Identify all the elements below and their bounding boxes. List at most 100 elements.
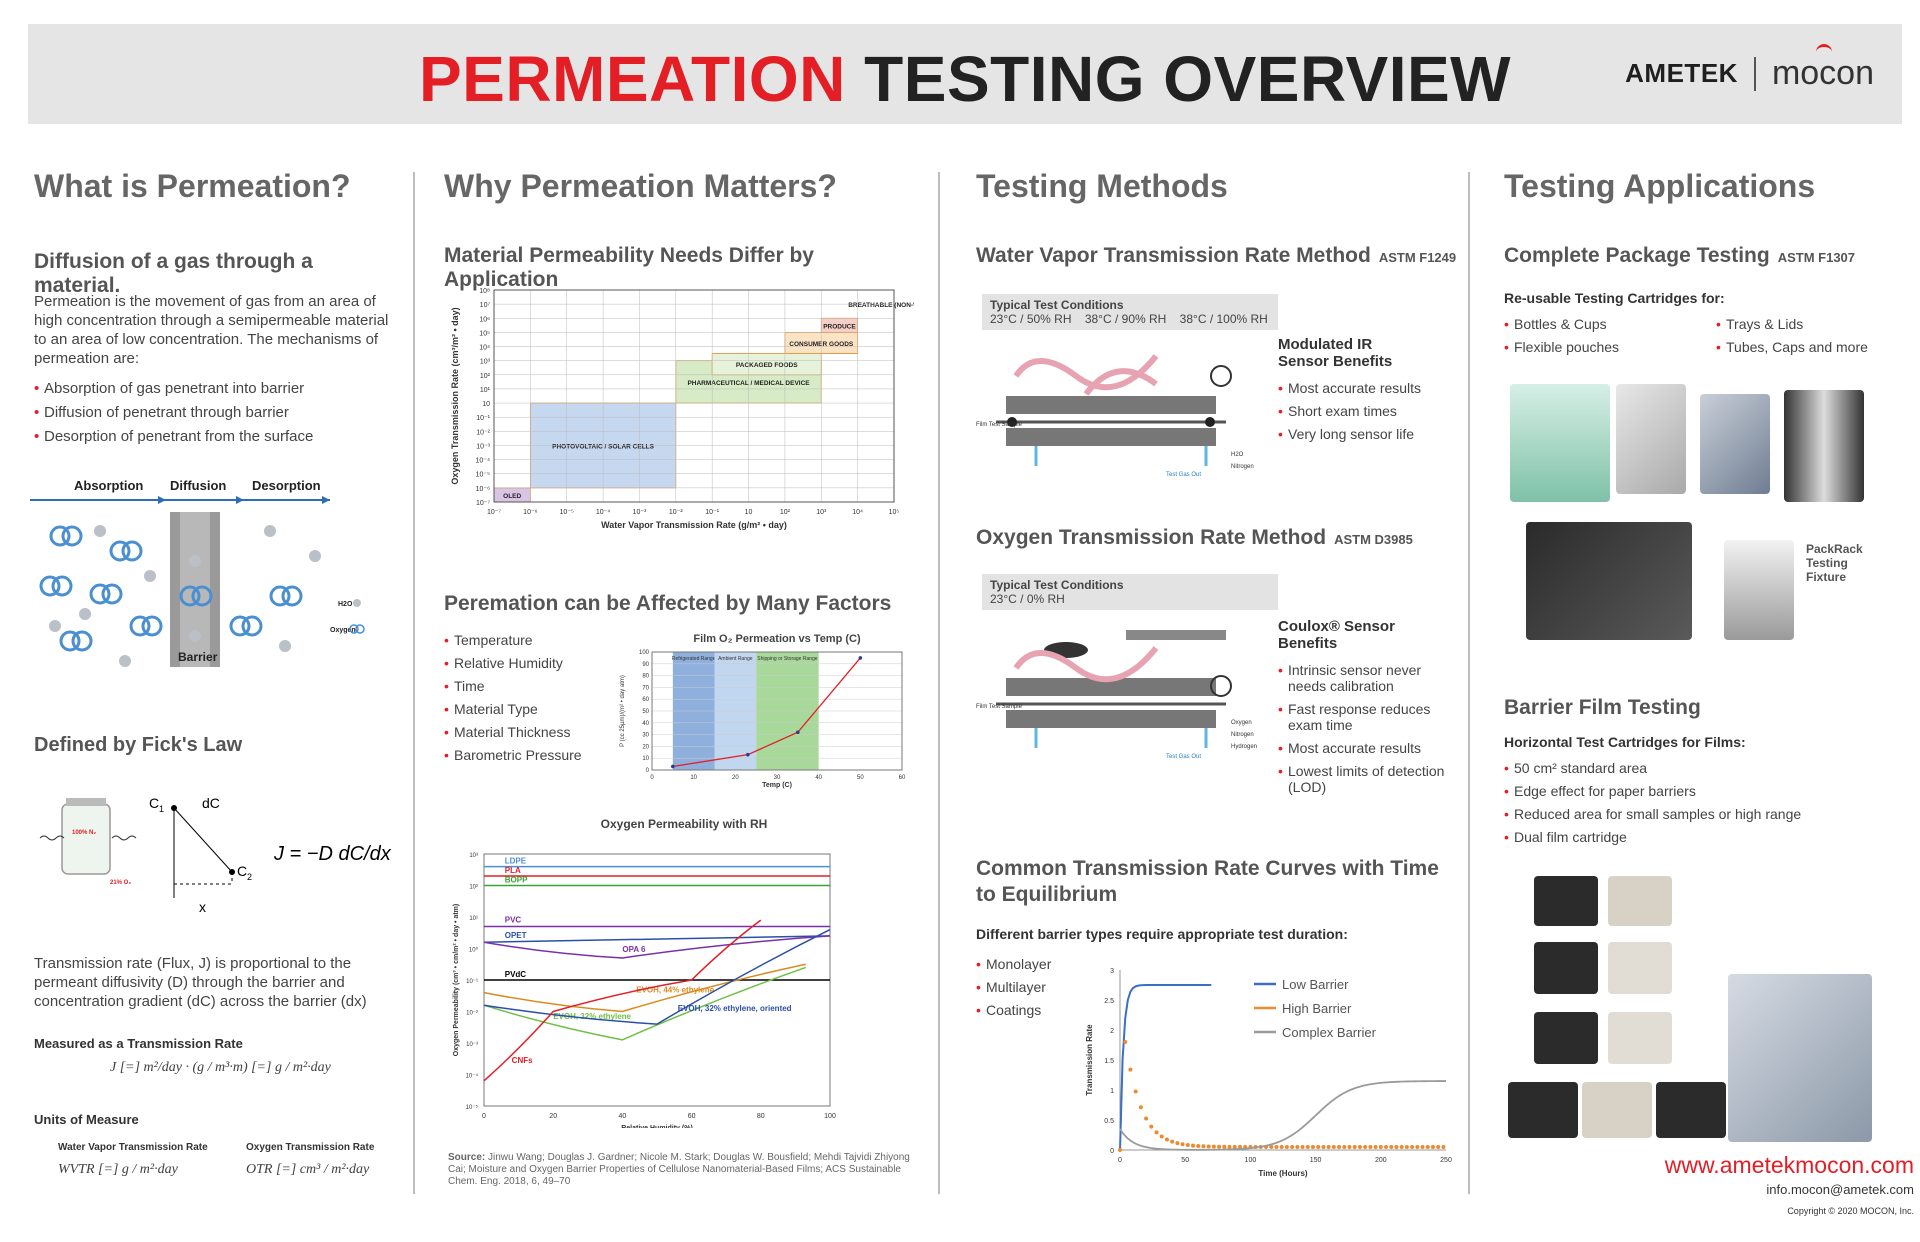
otr-unit-eq: OTR [=] cm³ / m²·day [246,1162,370,1177]
series-line [483,966,807,1041]
packrack-label: PackRack Testing Fixture [1806,542,1863,584]
barrier-types-list: Monolayer Multilayer Coatings [976,956,1051,1025]
x-tick-label: 10⁻⁵ [560,509,574,516]
high-barrier-point [1310,1144,1315,1149]
diffusion-diagram: Absorption Diffusion Desorption Barrier … [30,478,365,667]
curves-subtitle: Different barrier types require appropri… [976,926,1348,942]
website-link[interactable]: www.ametekmocon.com [1664,1152,1914,1178]
otr-method-title: Oxygen Transmission Rate Method ASTM D398… [976,526,1413,549]
film-cartridge-photo [1534,942,1598,994]
curves-title: Common Transmission Rate Curves with Tim… [976,857,1439,906]
x-tick-label: 250 [1440,1157,1452,1164]
transmission-curves-chart: 0 0.5 1 1.5 2 2.5 3 0 50 100 150 200 250 Low Barrier H… [1085,968,1452,1178]
desorption-label: Desorption [252,478,321,493]
y-tick-label: 100 [639,650,650,656]
high-barrier-point [1337,1144,1342,1149]
list-item: Intrinsic sensor never needs calibration [1278,662,1448,694]
list-item: 50 cm² standard area [1504,760,1801,776]
coulox-sensor-heading: Coulox® Sensor Benefits [1278,618,1395,652]
list-item: Lowest limits of detection (LOD) [1278,763,1448,795]
list-item: Monolayer [976,956,1051,972]
svg-text:2: 2 [247,872,252,882]
high-barrier-point [1222,1144,1227,1149]
data-point [671,764,675,769]
x-tick-label: 150 [1310,1157,1322,1164]
y-tick-label: 10² [480,373,491,380]
list-item: Coatings [976,1002,1051,1018]
svg-text:100% N₂: 100% N₂ [72,830,96,836]
high-barrier-point [1384,1145,1389,1149]
high-barrier-point [1217,1144,1222,1149]
svg-text:Hydrogen: Hydrogen [1231,744,1257,750]
list-item: Absorption of gas penetrant into barrier [34,380,313,397]
svg-text:1: 1 [159,804,164,814]
x-tick-label: 50 [857,775,864,781]
svg-text:Nitrogen: Nitrogen [1231,464,1254,470]
x-tick-label: 200 [1375,1157,1387,1164]
data-point [796,730,800,735]
high-barrier-point [1399,1145,1404,1149]
high-barrier-point [1170,1139,1175,1144]
film-heading: Horizontal Test Cartridges for Films: [1504,734,1746,750]
plot-frame [493,289,895,503]
permeability-needs-chart: OLED PHOTOVOLTAIC / SOLAR CELLS PHARMACEUT… [450,288,914,530]
list-item: Edge effect for paper barriers [1504,783,1801,799]
y-tick-label: 10 [642,756,649,762]
flux-text: Transmission rate (Flux, J) is proportio… [34,955,367,1010]
y-tick-label: 10⁻⁵ [466,1104,479,1111]
series-line [483,928,831,1025]
region-label: PHOTOVOLTAIC / SOLAR CELLS [552,443,655,450]
x-axis-label: Relative Humidity (%) [621,1125,693,1128]
high-barrier-point [1441,1145,1446,1149]
film-list: 50 cm² standard area Edge effect for pap… [1504,760,1801,852]
svg-text:H2O: H2O [1231,452,1244,458]
y-tick-label: 1.5 [1104,1058,1114,1065]
high-barrier-point [1404,1145,1409,1149]
list-item: Barometric Pressure [444,747,582,763]
series-line [672,657,861,768]
x-axis-label: Time (Hours) [1258,1169,1308,1178]
high-barrier-point [1363,1145,1368,1149]
y-tick-label: 10³ [469,853,478,859]
y-tick-label: 0 [646,768,650,774]
y-tick-label: 0 [1110,1148,1114,1155]
email-link[interactable]: info.mocon@ametek.com [1766,1182,1914,1197]
series-line [483,963,806,1013]
series-line [483,919,762,1082]
x-tick-label: 10⁻⁴ [596,509,611,516]
high-barrier-point [1290,1144,1295,1149]
svg-text:C: C [149,795,159,811]
subheading: Diffusion of a gas through a material. [34,250,313,297]
y-tick-label: 80 [642,674,649,680]
column-what-is-permeation: What is Permeation? Diffusion of a gas t… [30,168,404,1177]
series-label: OPA 6 [622,945,646,954]
high-barrier-point [1394,1145,1399,1149]
x-tick-label: 100 [1245,1157,1257,1164]
tray-cartridge-photo [1616,384,1686,494]
list-item: Fast response reduces exam time [1278,701,1448,733]
high-barrier-point [1352,1145,1357,1149]
x-tick-label: 10⁵ [889,509,900,516]
high-barrier-point [1368,1145,1373,1149]
bag-icon [61,803,111,875]
y-tick-label: 10⁻² [476,429,490,436]
y-tick-label: 10¹ [480,387,491,394]
svg-text:Test Gas Out: Test Gas Out [1166,472,1201,478]
list-item: Short exam times [1278,403,1421,419]
high-barrier-point [1201,1144,1206,1149]
y-tick-label: 70 [642,685,649,691]
list-item: Material Type [444,701,582,717]
y-tick-label: 40 [642,721,649,727]
high-barrier-point [1389,1145,1394,1149]
film-cartridge-photo [1608,1012,1672,1064]
y-tick-label: 10⁻⁵ [476,472,490,479]
ir-benefits-list: Most accurate results Short exam times V… [1278,380,1421,449]
region-label: PHARMACEUTICAL / MEDICAL DEVICE [687,380,810,387]
high-barrier-point [1430,1145,1435,1149]
film-cartridge-photo [1656,1082,1726,1138]
series-label: CNFs [512,1056,533,1065]
high-barrier-point [1305,1144,1310,1149]
film-cartridge-photo [1508,1082,1578,1138]
otr-instrument-diagram: Film Test Sample Test Gas Out Oxygen Nit… [976,630,1257,760]
band-label: Ambient Range [718,656,753,662]
